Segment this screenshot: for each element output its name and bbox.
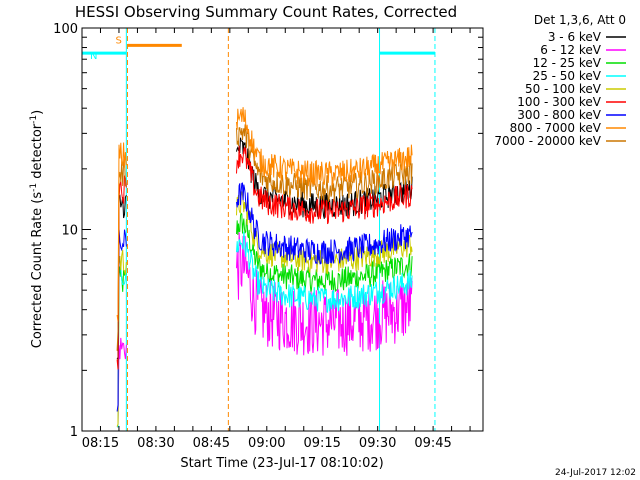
series-layer [116,107,413,428]
legend-title: Det 1,3,6, Att 0 [534,13,626,27]
plot-frame [81,27,484,432]
state-bar-label: S [115,35,121,46]
legend-label: 6 - 12 keV [540,43,602,57]
legend-label: 300 - 800 keV [517,108,601,122]
legend-label: 50 - 100 keV [525,82,602,96]
x-tick-label: 08:15 [82,436,119,451]
series-line [117,232,413,428]
y-tick-label: 1 [70,425,78,440]
legend-label: 800 - 7000 keV [510,121,602,135]
y-tick-label: 100 [53,22,78,37]
series-line [116,107,413,322]
y-axis-label: Corrected Count Rate (s-1 detector-1) [29,110,45,348]
y-axis-label-sup: -1 [29,183,39,192]
x-axis: 08:15 08:30 08:45 09:00 09:15 09:30 09:45 [81,28,471,451]
y-tick-label: 10 [61,224,78,239]
legend-label: 100 - 300 keV [517,95,601,109]
y-axis: 1 10 100 [53,22,483,440]
x-axis-label: Start Time (23-Jul-17 08:10:02) [180,456,383,471]
x-tick-label: 09:15 [303,436,340,451]
series-line [116,182,413,412]
x-tick-label: 09:00 [248,436,285,451]
legend-label: 12 - 25 keV [533,56,602,70]
legend-label: 7000 - 20000 keV [494,134,601,148]
vertical-markers: SN [82,28,436,431]
x-tick-label: 08:30 [137,436,174,451]
x-tick-label: 09:45 [414,436,451,451]
x-tick-label: 09:30 [359,436,396,451]
legend-label: 25 - 50 keV [533,69,602,83]
footer-timestamp: 24-Jul-2017 12:02 [555,468,636,478]
legend-label: 3 - 6 keV [548,30,602,44]
chart-title: HESSI Observing Summary Count Rates, Cor… [75,3,457,21]
x-tick-label: 08:45 [193,436,230,451]
state-bar-label: N [90,51,97,62]
y-axis-label-sup: -1 [29,115,39,124]
